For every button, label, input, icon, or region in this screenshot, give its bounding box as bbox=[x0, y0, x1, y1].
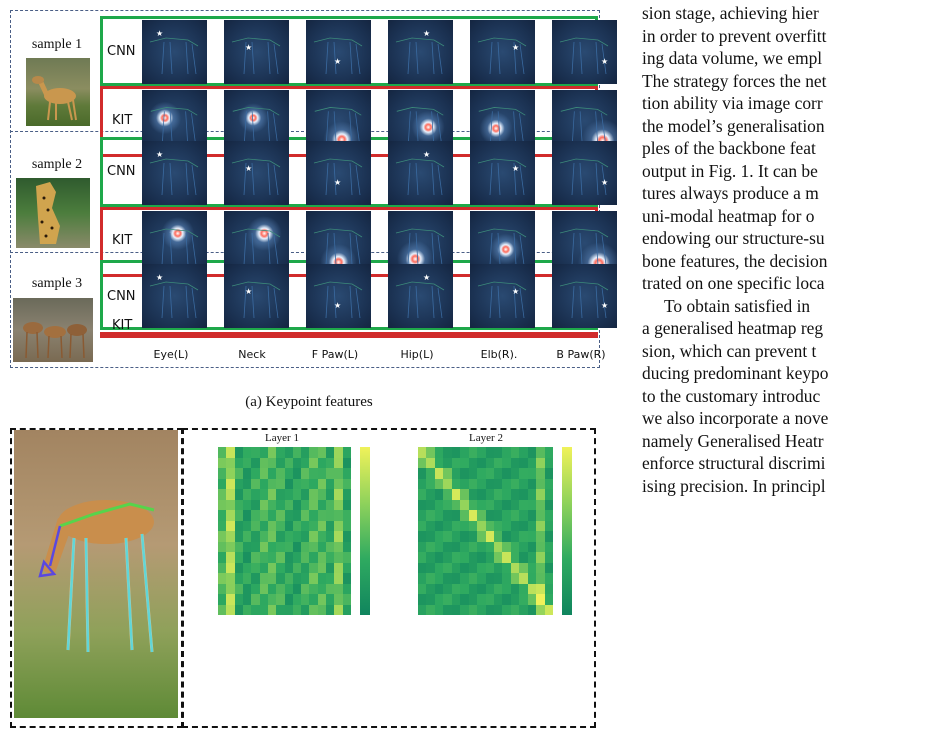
text-line: The strategy forces the net bbox=[642, 70, 827, 91]
text-line: ing data volume, we empl bbox=[642, 48, 823, 68]
text-line: a generalised heatmap reg bbox=[642, 318, 824, 338]
svg-text:★: ★ bbox=[512, 164, 519, 173]
layer-2-title: Layer 2 bbox=[469, 432, 503, 444]
cnn-feature-cell: ★ bbox=[306, 20, 371, 84]
sample-divider-1 bbox=[10, 131, 600, 132]
layer-2-heatmap bbox=[418, 447, 553, 615]
row-tag-kit-2: KIT bbox=[112, 233, 133, 248]
column-label-b-paw-r: B Paw(R) bbox=[556, 348, 606, 361]
sample-divider-2 bbox=[10, 252, 600, 253]
row-tag-cnn-2: CNN bbox=[107, 164, 136, 179]
text-line: output in Fig. 1. It can be bbox=[642, 160, 818, 181]
row-tag-cnn-3: CNN bbox=[107, 289, 136, 304]
svg-text:★: ★ bbox=[245, 43, 252, 52]
svg-text:★: ★ bbox=[334, 57, 341, 66]
text-line: sion, which can prevent t bbox=[642, 340, 817, 361]
cnn-feature-cell: ★ bbox=[142, 141, 207, 205]
svg-text:★: ★ bbox=[423, 273, 430, 282]
text-line: ples of the backbone feat bbox=[642, 138, 816, 158]
sample-image-1 bbox=[26, 58, 90, 126]
cnn-feature-cell: ★ bbox=[224, 264, 289, 328]
cnn-feature-cell: ★ bbox=[224, 141, 289, 205]
svg-text:★: ★ bbox=[423, 29, 430, 38]
layer-2-colorbar bbox=[562, 447, 572, 615]
cnn-feature-cell: ★ bbox=[552, 264, 617, 328]
svg-text:★: ★ bbox=[334, 178, 341, 187]
cnn-feature-cell: ★ bbox=[552, 20, 617, 84]
kit-row-frame-3 bbox=[100, 332, 598, 338]
text-line: namely Generalised Heatr bbox=[642, 430, 824, 451]
layer-1-colorbar bbox=[360, 447, 370, 615]
cnn-feature-cell: ★ bbox=[388, 264, 453, 328]
cnn-feature-cell: ★ bbox=[306, 264, 371, 328]
text-line: trated on one specific loca bbox=[642, 273, 825, 293]
cnn-feature-cell: ★ bbox=[388, 141, 453, 205]
text-line: endowing our structure-su bbox=[642, 228, 825, 248]
text-line: tures always produce a m bbox=[642, 183, 819, 203]
body-text: sion stage, achieving hier in order to p… bbox=[642, 2, 940, 497]
cnn-feature-cell: ★ bbox=[470, 264, 535, 328]
svg-text:★: ★ bbox=[512, 287, 519, 296]
column-label-f-paw-l: F Paw(L) bbox=[311, 348, 359, 361]
svg-text:★: ★ bbox=[156, 150, 163, 159]
sample-label-3: sample 3 bbox=[31, 276, 83, 291]
cnn-feature-cell: ★ bbox=[306, 141, 371, 205]
text-line: the model’s generalisation bbox=[642, 115, 825, 136]
text-line: bone features, the decision bbox=[642, 250, 828, 271]
text-line: uni-modal heatmap for o bbox=[642, 205, 815, 226]
svg-text:★: ★ bbox=[423, 150, 430, 159]
pose-image bbox=[14, 430, 178, 718]
svg-text:★: ★ bbox=[156, 29, 163, 38]
text-line: ducing predominant keypo bbox=[642, 363, 829, 383]
svg-text:★: ★ bbox=[245, 164, 252, 173]
layer-1-title: Layer 1 bbox=[265, 432, 299, 444]
text-line: To obtain satisfied in bbox=[664, 295, 811, 316]
text-line: we also incorporate a nove bbox=[642, 408, 829, 428]
svg-text:★: ★ bbox=[601, 301, 608, 310]
text-line: sion stage, achieving hier bbox=[642, 3, 819, 23]
row-tag-kit-3: KIT bbox=[112, 318, 133, 333]
cnn-feature-cell: ★ bbox=[470, 141, 535, 205]
column-label-elb-r: Elb(R). bbox=[480, 348, 518, 361]
svg-text:★: ★ bbox=[601, 57, 608, 66]
column-label-neck: Neck bbox=[238, 348, 266, 361]
sample-label-2: sample 2 bbox=[31, 157, 83, 172]
cnn-feature-cell: ★ bbox=[142, 264, 207, 328]
text-line: enforce structural discrimi bbox=[642, 453, 826, 473]
text-line: to the customary introduc bbox=[642, 385, 821, 406]
column-label-eye-l: Eye(L) bbox=[153, 348, 189, 361]
caption-keypoint-features: (a) Keypoint features bbox=[245, 394, 373, 410]
cnn-feature-cell: ★ bbox=[388, 20, 453, 84]
cnn-feature-cell: ★ bbox=[142, 20, 207, 84]
sample-image-3 bbox=[13, 298, 93, 362]
cnn-feature-cell: ★ bbox=[224, 20, 289, 84]
row-tag-kit-1: KIT bbox=[112, 113, 133, 128]
figure-b-heatmap-border bbox=[182, 428, 596, 728]
text-line: ising precision. In principl bbox=[642, 475, 826, 496]
row-tag-cnn-1: CNN bbox=[107, 44, 136, 59]
text-line: in order to prevent overfitt bbox=[642, 25, 827, 46]
text-line: tion ability via image corr bbox=[642, 93, 823, 113]
svg-text:★: ★ bbox=[512, 43, 519, 52]
svg-text:★: ★ bbox=[245, 287, 252, 296]
svg-text:★: ★ bbox=[334, 301, 341, 310]
column-label-hip-l: Hip(L) bbox=[400, 348, 434, 361]
svg-text:★: ★ bbox=[156, 273, 163, 282]
cnn-feature-cell: ★ bbox=[552, 141, 617, 205]
sample-image-2 bbox=[16, 178, 90, 248]
sample-label-1: sample 1 bbox=[31, 37, 83, 52]
cnn-feature-cell: ★ bbox=[470, 20, 535, 84]
svg-text:★: ★ bbox=[601, 178, 608, 187]
layer-1-heatmap bbox=[218, 447, 351, 615]
